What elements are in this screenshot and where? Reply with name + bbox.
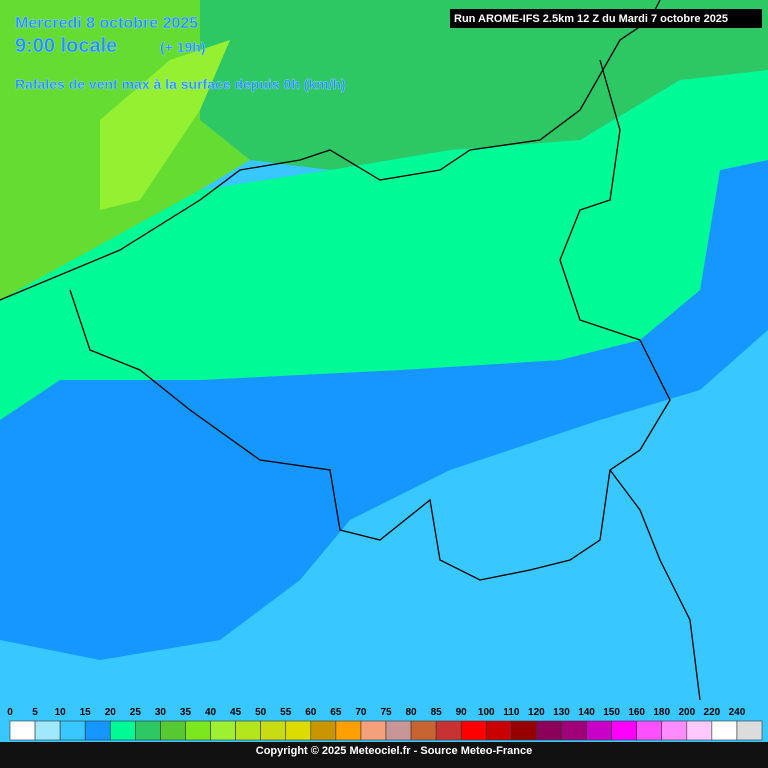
date: Mercredi 8 octobre 2025 [15, 15, 198, 32]
gust-zone [200, 0, 768, 170]
legend-swatch [410, 720, 437, 741]
legend-label: 30 [155, 707, 167, 718]
legend-swatch [135, 720, 161, 741]
legend-swatch [335, 720, 362, 741]
legend-label: 120 [528, 707, 545, 718]
legend-swatch [385, 720, 412, 741]
legend-swatch [360, 720, 387, 741]
legend-swatch [59, 720, 86, 741]
legend-swatch [686, 720, 713, 741]
legend-label: 60 [305, 707, 317, 718]
time: 9:00 locale [15, 35, 117, 57]
legend-swatch [636, 720, 663, 741]
legend-label: 180 [653, 707, 670, 718]
legend-label: 20 [105, 707, 117, 718]
legend-label: 110 [503, 707, 520, 718]
legend-label: 40 [205, 707, 217, 718]
legend-label: 10 [55, 707, 67, 718]
legend: 0 5 10 15 20 25 30 35 40 45 50 55 60 65 70 75 80 85 90 100 1… [7, 707, 763, 741]
legend-swatch [661, 720, 688, 741]
legend-swatch [485, 720, 512, 741]
legend-label: 15 [80, 707, 92, 718]
legend-label: 90 [456, 707, 468, 718]
legend-label: 45 [230, 707, 242, 718]
legend-swatch [536, 720, 562, 741]
legend-swatch [84, 720, 111, 741]
legend-swatch [285, 720, 312, 741]
legend-label: 220 [704, 707, 721, 718]
legend-swatch [260, 720, 287, 741]
legend-label: 130 [553, 707, 570, 718]
gust-zone [0, 160, 768, 660]
legend-label: 65 [330, 707, 342, 718]
legend-label: 25 [130, 707, 142, 718]
legend-swatch [109, 720, 136, 741]
legend-swatch [435, 720, 462, 741]
legend-label: 150 [603, 707, 620, 718]
legend-label: 5 [32, 707, 38, 718]
gust-zone [0, 70, 768, 420]
legend-label: 140 [578, 707, 595, 718]
legend-swatch [561, 720, 587, 741]
legend-label: 75 [380, 707, 392, 718]
legend-swatch [310, 720, 337, 741]
legend-label: 0 [7, 707, 13, 718]
legend-swatch [511, 720, 537, 741]
legend-label: 160 [628, 707, 645, 718]
legend-swatch [611, 720, 637, 741]
legend-swatch [235, 720, 261, 741]
legend-label: 200 [678, 707, 695, 718]
legend-label: 70 [355, 707, 367, 718]
footer-bar [0, 742, 768, 768]
parameter: Rafales de vent max à la surface depuis … [15, 76, 346, 92]
legend-label: 80 [406, 707, 418, 718]
legend-swatch [736, 720, 763, 741]
legend-label: 240 [729, 707, 746, 718]
legend-swatch [210, 720, 236, 741]
legend-swatch [160, 720, 186, 741]
legend-label: 100 [478, 707, 495, 718]
gust-zone [100, 40, 230, 210]
legend-label: 55 [280, 707, 292, 718]
run-info: Run AROME-IFS 2.5km 12 Z du Mardi 7 octo… [454, 13, 728, 25]
legend-label: 35 [180, 707, 192, 718]
run-box [450, 9, 762, 28]
borders [0, 0, 701, 701]
legend-swatch [185, 720, 211, 741]
legend-label: 85 [431, 707, 443, 718]
legend-swatch [711, 720, 738, 741]
copyright: Copyright © 2025 Meteociel.fr - Source M… [256, 745, 532, 757]
legend-swatch [460, 720, 487, 741]
legend-swatch [9, 720, 36, 741]
legend-label: 50 [255, 707, 267, 718]
lead-time: (+ 19h) [160, 39, 206, 55]
legend-swatch [586, 720, 612, 741]
legend-swatch [34, 720, 61, 741]
